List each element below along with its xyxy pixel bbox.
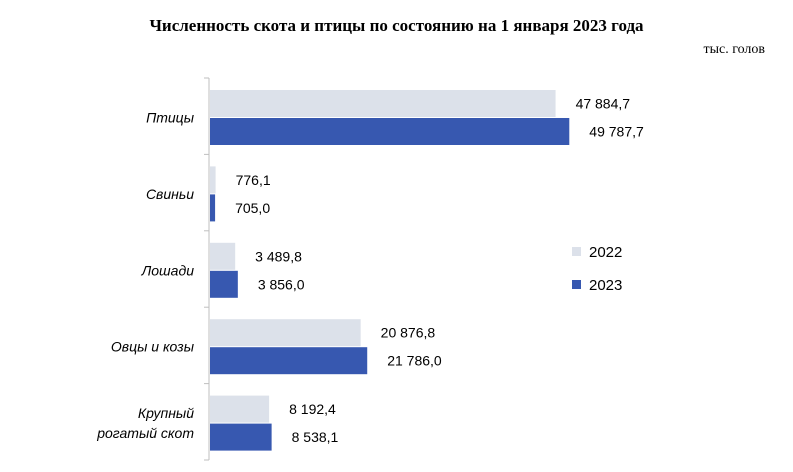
bar-2022-4: [210, 319, 361, 347]
bar-2022-3: [210, 242, 236, 270]
bar-2023-1: [210, 118, 570, 145]
data-label-2023-2: 705,0: [235, 200, 270, 216]
data-label-2023-5: 8 538,1: [292, 429, 339, 445]
chart-title: Численность скота и птицы по состоянию н…: [149, 16, 644, 35]
bar-2022-2: [210, 166, 216, 194]
category-label-3: Лошади: [141, 262, 195, 278]
legend-label-2023: 2023: [589, 277, 622, 294]
category-label-5: Крупный: [138, 405, 194, 421]
bar-2023-4: [210, 347, 368, 375]
data-label-2023-3: 3 856,0: [258, 276, 305, 292]
legend-swatch-2023: [572, 280, 581, 289]
bar-2022-1: [210, 90, 556, 117]
category-label-5: рогатый скот: [96, 425, 194, 441]
bar-2023-3: [210, 270, 238, 298]
unit-label: тыс. голов: [703, 42, 765, 57]
data-label-2022-4: 20 876,8: [381, 325, 436, 341]
bar-2022-5: [210, 395, 270, 423]
bar-2023-5: [210, 423, 272, 451]
data-label-2022-3: 3 489,8: [255, 248, 302, 264]
data-label-2023-1: 49 787,7: [589, 124, 644, 140]
data-label-2022-1: 47 884,7: [576, 96, 631, 112]
data-label-2022-5: 8 192,4: [289, 401, 336, 417]
data-label-2022-2: 776,1: [236, 172, 271, 188]
category-label-4: Овцы и козы: [111, 339, 195, 355]
legend-label-2022: 2022: [589, 244, 622, 261]
bar-2023-2: [210, 194, 216, 222]
legend-swatch-2022: [572, 247, 581, 256]
category-label-2: Свиньи: [146, 186, 194, 202]
data-label-2023-4: 21 786,0: [387, 353, 442, 369]
category-label-1: Птицы: [146, 110, 195, 126]
